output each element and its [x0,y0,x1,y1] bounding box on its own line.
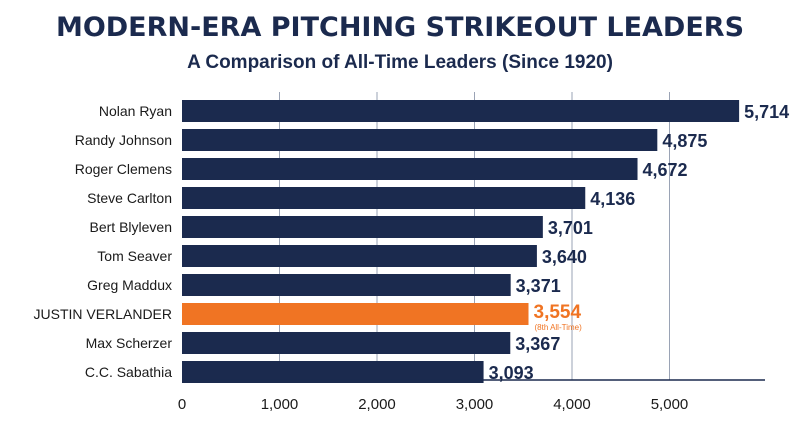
category-label: JUSTIN VERLANDER [34,306,172,322]
chart-title: MODERN-ERA PITCHING STRIKEOUT LEADERS [55,12,745,43]
bar [182,361,484,383]
category-label: Roger Clemens [75,161,172,177]
value-label: 3,371 [516,276,561,296]
category-label: Max Scherzer [86,335,173,351]
value-label: 4,136 [590,189,635,209]
value-label: 3,640 [542,247,587,267]
bar [182,158,638,180]
value-label: 3,701 [548,218,593,238]
chart-subtitle: A Comparison of All-Time Leaders (Since … [187,52,613,73]
category-label: Steve Carlton [87,190,172,206]
category-label: Nolan Ryan [99,103,172,119]
x-tick-label: 2,000 [358,396,396,413]
bar [182,245,537,267]
x-tick-label: 3,000 [456,396,494,413]
value-label: 4,875 [662,131,707,151]
x-tick-label: 1,000 [261,396,299,413]
category-label: Greg Maddux [87,277,172,293]
bar [182,216,543,238]
x-tick-label: 0 [178,396,186,413]
category-label: Tom Seaver [97,248,172,264]
bar [182,274,511,296]
bar [182,100,740,122]
bar [182,129,658,151]
value-label: 5,714 [744,102,789,122]
category-label: Randy Johnson [75,132,172,148]
bar-highlight [182,303,529,325]
value-label: 3,367 [515,334,560,354]
highlight-annotation: (8th All-Time) [535,323,583,332]
value-label: 4,672 [643,160,688,180]
category-label: Bert Blyleven [90,219,172,235]
value-label: 3,093 [489,363,534,383]
value-label-highlight: 3,554 [534,302,582,323]
x-tick-label: 4,000 [553,396,591,413]
bar [182,332,511,354]
x-tick-label: 5,000 [651,396,689,413]
category-label: C.C. Sabathia [85,364,172,380]
bar [182,187,586,209]
